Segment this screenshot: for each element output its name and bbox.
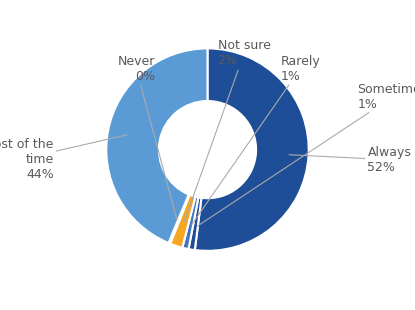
- Text: Most of the
time
44%: Most of the time 44%: [0, 135, 127, 181]
- Text: Never
0%: Never 0%: [117, 55, 177, 220]
- Text: Sometimes
1%: Sometimes 1%: [198, 83, 415, 226]
- Text: Always
52%: Always 52%: [289, 146, 411, 174]
- Wedge shape: [168, 194, 190, 244]
- Wedge shape: [182, 197, 198, 249]
- Wedge shape: [106, 48, 208, 243]
- Wedge shape: [170, 195, 195, 248]
- Text: Rarely
1%: Rarely 1%: [192, 55, 320, 224]
- Wedge shape: [195, 48, 309, 251]
- Text: Not sure
2%: Not sure 2%: [184, 39, 271, 222]
- Wedge shape: [188, 197, 201, 250]
